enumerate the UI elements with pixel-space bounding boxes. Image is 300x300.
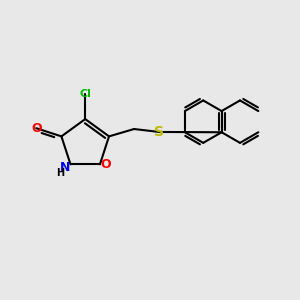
Text: N: N (60, 161, 70, 174)
Text: Cl: Cl (79, 89, 91, 99)
Text: H: H (56, 168, 64, 178)
Text: S: S (154, 125, 164, 139)
Text: O: O (31, 122, 41, 135)
Text: O: O (100, 158, 110, 171)
